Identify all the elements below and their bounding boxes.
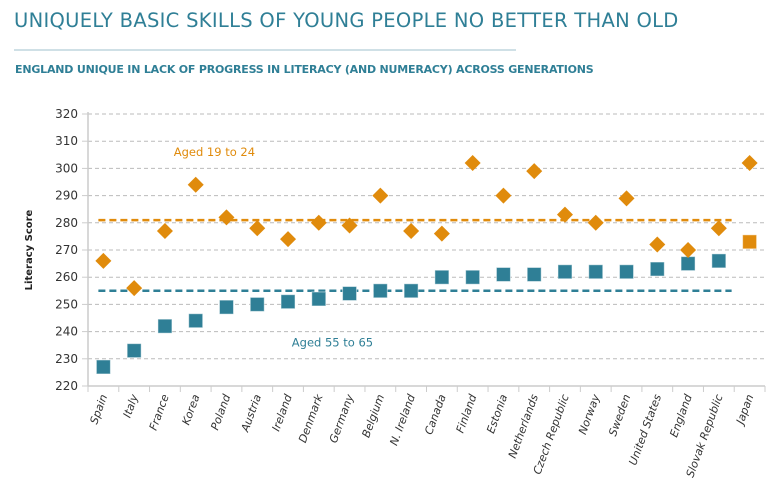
x-category-label: Austria [238, 392, 264, 434]
x-category-label: N. Ireland [387, 392, 418, 448]
point-aged-55-65 [280, 294, 296, 310]
x-category-label: United States [626, 392, 664, 467]
point-aged-19-24 [556, 206, 573, 223]
point-aged-19-24 [187, 176, 204, 193]
point-aged-55-65 [588, 264, 604, 280]
point-aged-19-24 [403, 222, 420, 239]
x-category-label: Finland [454, 392, 480, 435]
x-category-label: Sweden [606, 393, 633, 438]
y-tick-label: 280 [55, 216, 78, 230]
point-aged-19-24 [526, 163, 543, 180]
point-aged-55-65 [249, 296, 265, 312]
point-aged-19-24 [310, 214, 327, 231]
point-aged-19-24 [433, 225, 450, 242]
x-category-label: Poland [208, 392, 233, 432]
chart-subtitle: ENGLAND UNIQUE IN LACK OF PROGRESS IN LI… [15, 63, 594, 76]
point-aged-19-24 [249, 220, 266, 237]
point-aged-55-65 [403, 283, 419, 299]
x-category-label: England [667, 392, 695, 439]
point-aged-55-65 [126, 343, 142, 359]
axes [82, 112, 766, 392]
point-aged-55-65 [649, 261, 665, 277]
point-aged-19-24 [341, 217, 358, 234]
point-aged-55-65 [188, 313, 204, 329]
point-aged-19-24 [495, 187, 512, 204]
point-aged-55-65 [619, 264, 635, 280]
y-tick-label: 290 [55, 189, 78, 203]
point-aged-55-65 [157, 318, 173, 334]
point-aged-55-65 [218, 299, 234, 315]
point-aged-55-65 [465, 269, 481, 285]
y-tick-label: 310 [55, 134, 78, 148]
y-tick-label: 270 [55, 243, 78, 257]
y-tick-label: 240 [55, 325, 78, 339]
y-tick-label: 250 [55, 297, 78, 311]
point-aged-19-24 [95, 252, 112, 269]
average-lines [98, 218, 732, 293]
point-aged-55-65 [711, 253, 727, 269]
point-aged-55-65 [742, 234, 758, 250]
point-aged-55-65 [495, 266, 511, 282]
point-aged-19-24 [618, 190, 635, 207]
y-tick-label: 230 [55, 352, 78, 366]
x-category-label: Korea [180, 392, 203, 426]
x-category-label: Italy [121, 392, 142, 419]
point-aged-19-24 [741, 154, 758, 171]
chart-title: UNIQUELY BASIC SKILLS OF YOUNG PEOPLE NO… [14, 9, 679, 32]
x-category-label: Netherlands [506, 392, 541, 460]
point-aged-19-24 [280, 231, 297, 248]
x-category-label: Ireland [270, 392, 296, 433]
x-category-label: Norway [576, 392, 603, 436]
point-aged-55-65 [434, 269, 450, 285]
x-category-label: Japan [733, 393, 756, 428]
annotation-young: Aged 19 to 24 [174, 145, 255, 159]
point-aged-55-65 [342, 286, 358, 302]
point-aged-19-24 [218, 209, 235, 226]
point-aged-19-24 [587, 214, 604, 231]
x-category-label: Germany [327, 392, 357, 445]
y-tick-label: 320 [55, 107, 78, 121]
y-tick-label: 300 [55, 161, 78, 175]
point-aged-19-24 [710, 220, 727, 237]
point-aged-19-24 [156, 222, 173, 239]
point-aged-19-24 [464, 154, 481, 171]
x-category-label: Estonia [484, 392, 510, 435]
point-aged-55-65 [680, 256, 696, 272]
x-category-label: Belgium [360, 393, 388, 440]
gridlines [88, 113, 765, 360]
x-category-label: Canada [422, 392, 449, 436]
point-aged-19-24 [126, 280, 143, 297]
data-marks [95, 154, 758, 375]
point-aged-55-65 [526, 266, 542, 282]
annotation-old: Aged 55 to 65 [292, 335, 373, 349]
point-aged-19-24 [680, 242, 697, 258]
x-category-label: Denmark [296, 392, 326, 445]
point-aged-55-65 [311, 291, 327, 307]
title-divider [14, 49, 516, 51]
y-axis-label: Literacy Score [24, 209, 35, 290]
point-aged-19-24 [649, 236, 666, 253]
y-tick-label: 260 [55, 270, 78, 284]
point-aged-19-24 [372, 187, 389, 204]
point-aged-55-65 [95, 359, 111, 375]
x-category-label: Spain [87, 393, 110, 426]
point-aged-55-65 [557, 264, 573, 280]
y-tick-label: 220 [55, 379, 78, 393]
point-aged-55-65 [372, 283, 388, 299]
x-category-label: France [147, 392, 172, 432]
